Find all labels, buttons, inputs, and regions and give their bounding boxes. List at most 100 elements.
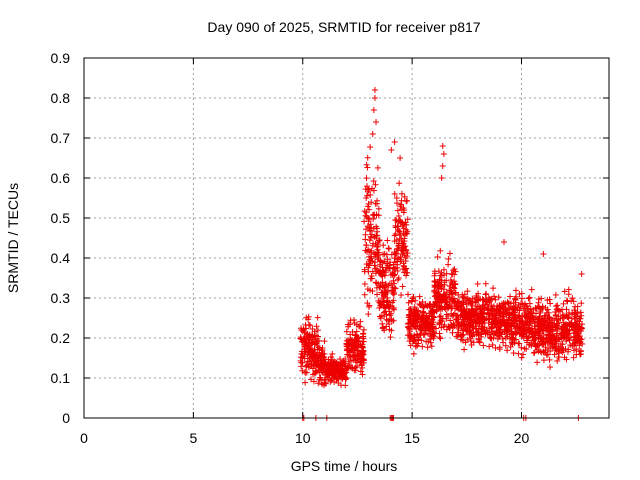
data-point bbox=[369, 288, 376, 295]
data-point bbox=[381, 258, 388, 265]
data-point bbox=[363, 161, 370, 168]
data-point bbox=[373, 223, 380, 230]
data-point bbox=[391, 190, 398, 197]
data-point bbox=[322, 367, 329, 374]
data-point bbox=[411, 312, 418, 319]
data-point bbox=[380, 324, 387, 331]
data-point bbox=[328, 357, 335, 364]
data-point bbox=[445, 256, 452, 263]
data-point bbox=[304, 344, 311, 351]
data-point bbox=[426, 325, 433, 332]
data-point bbox=[365, 186, 372, 193]
data-point bbox=[330, 361, 337, 368]
data-point bbox=[389, 305, 396, 312]
data-point bbox=[322, 369, 329, 376]
data-point bbox=[319, 381, 326, 388]
data-point bbox=[377, 269, 384, 276]
x-tick-label: 10 bbox=[295, 430, 311, 446]
data-point bbox=[375, 205, 382, 212]
data-point bbox=[428, 343, 435, 350]
data-point bbox=[398, 244, 405, 251]
y-tick-label: 0.8 bbox=[51, 90, 71, 106]
data-point bbox=[414, 331, 421, 338]
data-point bbox=[321, 338, 328, 345]
data-point bbox=[346, 348, 353, 355]
data-point bbox=[382, 305, 389, 312]
data-point bbox=[402, 266, 409, 273]
data-point bbox=[357, 323, 364, 330]
data-point bbox=[372, 181, 379, 188]
data-point bbox=[298, 325, 305, 332]
x-tick-label: 15 bbox=[404, 430, 420, 446]
data-point bbox=[390, 291, 397, 298]
data-points bbox=[297, 87, 586, 421]
data-point bbox=[368, 199, 375, 206]
data-point bbox=[410, 323, 417, 330]
data-point bbox=[386, 316, 393, 323]
data-point bbox=[411, 304, 418, 311]
data-point bbox=[393, 236, 400, 243]
data-point bbox=[366, 206, 373, 213]
data-point bbox=[578, 271, 585, 277]
data-point bbox=[393, 250, 400, 257]
data-point bbox=[418, 337, 425, 344]
data-point bbox=[386, 321, 393, 328]
data-point bbox=[578, 300, 585, 307]
data-point bbox=[335, 380, 342, 387]
data-point bbox=[375, 212, 382, 219]
data-point bbox=[421, 331, 428, 338]
data-point bbox=[431, 333, 438, 340]
data-point bbox=[535, 299, 542, 306]
data-point bbox=[299, 367, 306, 374]
data-point bbox=[404, 269, 411, 276]
data-point bbox=[410, 350, 417, 357]
data-point bbox=[308, 376, 315, 383]
data-point bbox=[373, 279, 380, 286]
data-point bbox=[403, 197, 410, 204]
data-point bbox=[384, 287, 391, 294]
data-point bbox=[371, 87, 378, 93]
data-point bbox=[376, 237, 383, 244]
data-point bbox=[449, 329, 456, 336]
data-point bbox=[344, 364, 351, 371]
data-point bbox=[396, 180, 403, 187]
data-point bbox=[365, 268, 372, 275]
data-point bbox=[436, 330, 443, 337]
data-point bbox=[329, 350, 336, 357]
data-point bbox=[305, 349, 312, 356]
data-point bbox=[307, 333, 314, 340]
data-point bbox=[502, 335, 509, 342]
data-point bbox=[417, 315, 424, 322]
data-point bbox=[407, 342, 414, 349]
data-point bbox=[394, 207, 401, 214]
data-point bbox=[374, 291, 381, 298]
data-point bbox=[317, 354, 324, 361]
data-point bbox=[451, 285, 458, 292]
data-point bbox=[411, 334, 418, 341]
data-point bbox=[364, 154, 371, 161]
data-point bbox=[415, 336, 422, 343]
data-point bbox=[360, 326, 367, 333]
data-point bbox=[344, 351, 351, 358]
y-tick-label: 0 bbox=[62, 410, 70, 426]
data-point bbox=[386, 262, 393, 269]
data-point bbox=[569, 295, 576, 302]
data-point bbox=[405, 306, 412, 313]
data-point bbox=[430, 319, 437, 326]
data-point bbox=[406, 337, 413, 344]
data-point bbox=[346, 339, 353, 346]
data-point bbox=[546, 356, 553, 363]
data-point bbox=[380, 242, 387, 249]
data-point bbox=[347, 357, 354, 364]
data-point bbox=[300, 326, 307, 333]
data-point bbox=[308, 347, 315, 354]
y-tick-label: 0.7 bbox=[51, 130, 71, 146]
data-point bbox=[416, 293, 423, 300]
data-point bbox=[443, 326, 450, 333]
data-point bbox=[399, 240, 406, 247]
data-point bbox=[299, 354, 306, 361]
data-point bbox=[452, 281, 459, 288]
data-point bbox=[495, 294, 502, 301]
data-point bbox=[417, 302, 424, 309]
data-point bbox=[311, 346, 318, 353]
